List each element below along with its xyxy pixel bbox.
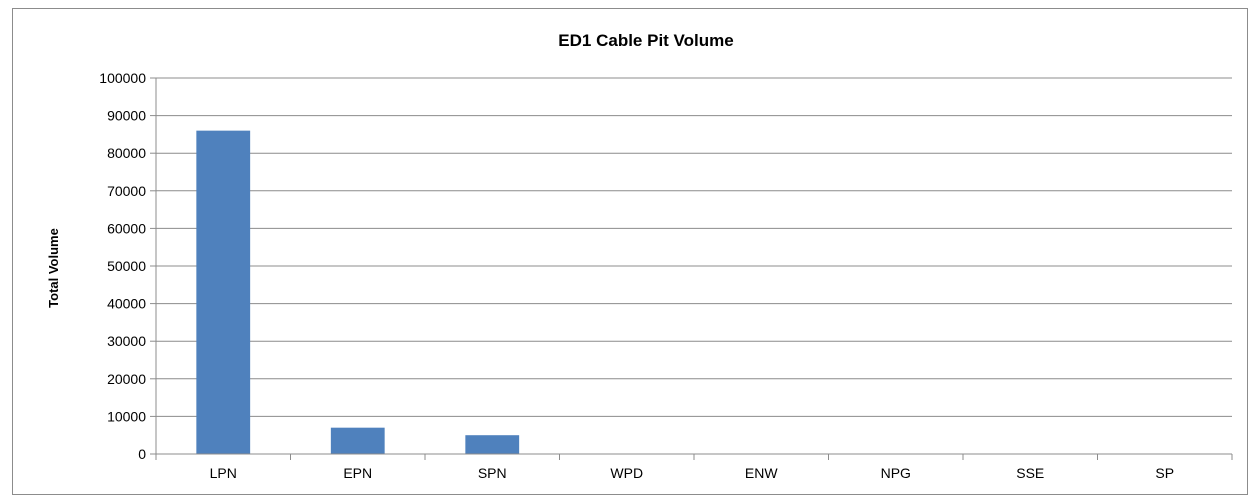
x-tick-label: SPN	[478, 465, 507, 481]
y-tick-label: 90000	[107, 108, 146, 124]
y-tick-label: 0	[138, 446, 146, 462]
x-tick-label: EPN	[343, 465, 372, 481]
y-tick-label: 70000	[107, 183, 146, 199]
y-tick-label: 20000	[107, 371, 146, 387]
bar-spn	[465, 435, 520, 454]
y-tick-label: 40000	[107, 296, 146, 312]
bar-epn	[330, 427, 385, 454]
y-tick-label: 50000	[107, 258, 146, 274]
y-tick-labels: 0 10000 20000 30000 40000 50000 60000 70000 8000…	[99, 70, 146, 462]
x-tick-label: ENW	[745, 465, 778, 481]
bar-lpn	[196, 130, 251, 454]
gridlines	[150, 77, 1232, 455]
x-tick-label: SSE	[1016, 465, 1044, 481]
y-tick-label: 60000	[107, 220, 146, 236]
y-axis-label: Total Volume	[46, 228, 61, 308]
x-tick-label: LPN	[210, 465, 237, 481]
chart-title: ED1 Cable Pit Volume	[558, 31, 733, 50]
x-tick-label: WPD	[610, 465, 643, 481]
bars	[196, 130, 520, 454]
y-tick-label: 80000	[107, 145, 146, 161]
axes	[155, 78, 1233, 460]
y-tick-label: 30000	[107, 333, 146, 349]
x-tick-label: SP	[1155, 465, 1174, 481]
x-tick-labels: LPN EPN SPN WPD ENW NPG SSE SP	[210, 465, 1174, 481]
x-tick-label: NPG	[881, 465, 911, 481]
y-tick-label: 100000	[99, 70, 146, 86]
y-tick-label: 10000	[107, 408, 146, 424]
